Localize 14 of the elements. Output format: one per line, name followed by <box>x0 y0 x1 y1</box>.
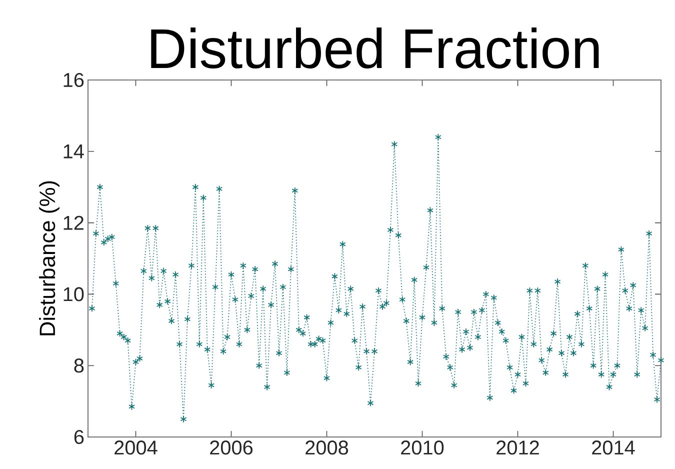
x-tick-label: 2010 <box>401 440 444 455</box>
x-tick-label: 2014 <box>592 440 635 455</box>
y-tick-label: 10 <box>64 287 84 302</box>
y-tick-label: 6 <box>74 430 84 444</box>
x-tick-label: 2006 <box>210 440 253 455</box>
y-tick-label: 12 <box>64 216 84 230</box>
x-tick-label: 2012 <box>496 440 539 455</box>
y-axis-title: Disturbance (%) <box>39 181 60 336</box>
chart-title: Disturbed Fraction <box>151 28 599 68</box>
y-tick-label: 14 <box>64 144 84 158</box>
x-tick-label: 2004 <box>114 440 158 455</box>
y-tick-label: 8 <box>74 358 84 373</box>
x-tick-label: 2008 <box>306 440 348 455</box>
y-tick-label: 16 <box>64 72 84 88</box>
